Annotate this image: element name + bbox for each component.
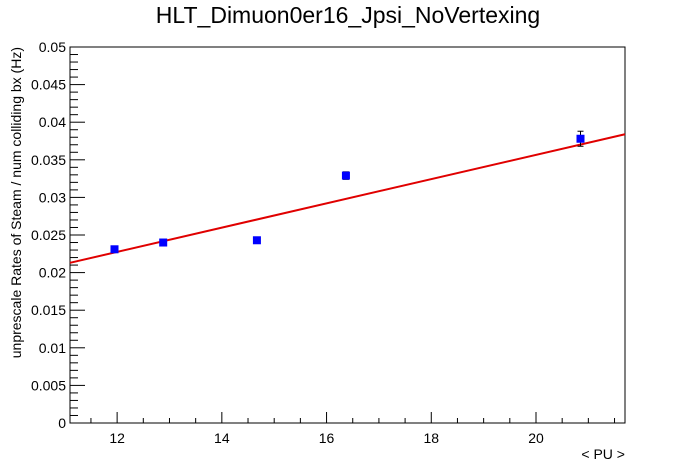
y-axis-label: unprescale Rates of Steam / num collidin… — [8, 47, 24, 358]
y-tick-label: 0.05 — [39, 39, 66, 55]
y-tick-label: 0.015 — [31, 302, 66, 318]
fit-line — [69, 133, 626, 264]
y-tick-label: 0.035 — [31, 152, 66, 168]
y-axis: 0 0.005 0.01 0.015 0.02 0.025 0.03 0.035 0.04 0.0… — [31, 39, 85, 431]
plot-area — [69, 46, 626, 424]
y-tick-label: 0.045 — [31, 77, 66, 93]
y-tick-label: 0.04 — [39, 114, 66, 130]
y-tick-label: 0.01 — [39, 340, 66, 356]
x-axis: 12 14 16 18 20 — [90, 412, 616, 446]
y-tick-label: 0.005 — [31, 377, 66, 393]
plot-frame — [69, 46, 626, 424]
data-point — [159, 238, 168, 247]
x-axis-label: < PU > — [581, 446, 625, 462]
data-point — [576, 134, 585, 143]
data-point — [110, 245, 119, 254]
x-tick-label: 16 — [319, 430, 335, 446]
data-point — [252, 236, 261, 245]
fit-layer — [69, 133, 626, 264]
x-tick-label: 14 — [214, 430, 230, 446]
y-tick-label: 0.03 — [39, 189, 66, 205]
data-point — [341, 171, 350, 180]
points-layer — [110, 130, 585, 254]
y-tick-label: 0 — [58, 415, 66, 431]
y-tick-label: 0.025 — [31, 227, 66, 243]
chart-title: HLT_Dimuon0er16_Jpsi_NoVertexing — [156, 2, 540, 28]
y-tick-label: 0.02 — [39, 265, 66, 281]
x-tick-label: 18 — [423, 430, 439, 446]
x-tick-label: 12 — [109, 430, 125, 446]
x-tick-label: 20 — [528, 430, 544, 446]
